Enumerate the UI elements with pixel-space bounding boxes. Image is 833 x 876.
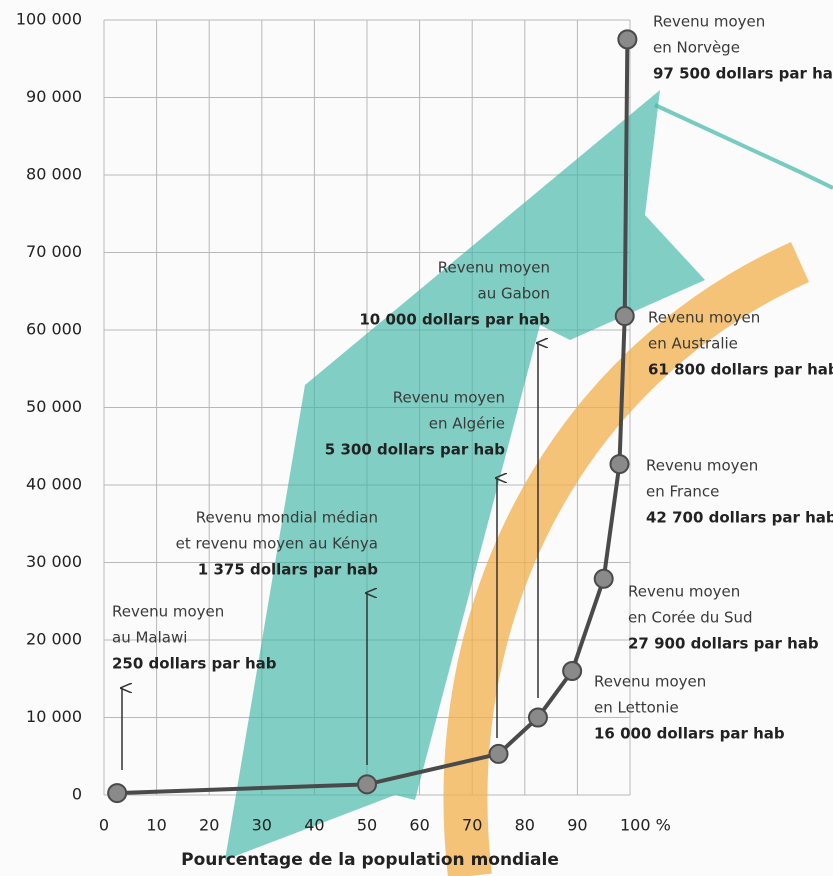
x-axis-title: Pourcentage de la population mondiale — [181, 850, 559, 870]
x-tick-label: 100 % — [620, 816, 671, 835]
annotation: en Algérie — [429, 415, 505, 433]
data-point — [618, 30, 636, 48]
y-tick-label: 60 000 — [26, 320, 82, 339]
annotation: Revenu moyen — [653, 13, 765, 31]
decoration — [225, 90, 833, 876]
chart: Pourcentage de la population mondiale 0 1… — [0, 0, 833, 876]
y-tick-label: 40 000 — [26, 475, 82, 494]
y-tick-label: 10 000 — [26, 707, 82, 726]
annotation: et revenu moyen au Kénya — [176, 535, 378, 553]
y-tick-label: 20 000 — [26, 630, 82, 649]
data-point — [563, 662, 581, 680]
teal-line — [655, 105, 833, 188]
y-tick-label: 30 000 — [26, 552, 82, 571]
annotation: en Corée du Sud — [628, 609, 753, 627]
annotation: Revenu moyen — [594, 673, 706, 691]
y-tick-label: 50 000 — [26, 397, 82, 416]
annotation: en Norvège — [653, 39, 740, 57]
annotation: 61 800 dollars par hab — [648, 361, 833, 379]
data-point — [610, 455, 628, 473]
data-point — [595, 570, 613, 588]
annotation: 1 375 dollars par hab — [198, 561, 378, 579]
x-tick-label: 60 — [409, 816, 429, 835]
data-point — [616, 307, 634, 325]
y-tick-label: 100 000 — [16, 10, 82, 29]
y-tick-label: 90 000 — [26, 87, 82, 106]
annotation: 42 700 dollars par hab — [646, 509, 833, 527]
x-tick-label: 70 — [462, 816, 482, 835]
x-tick-label: 20 — [199, 816, 219, 835]
annotation: en Lettonie — [594, 699, 679, 717]
x-tick-label: 10 — [146, 816, 166, 835]
data-point — [108, 784, 126, 802]
annotation: 250 dollars par hab — [112, 655, 277, 673]
annotation: Revenu moyen — [648, 309, 760, 327]
data-point — [490, 745, 508, 763]
y-tick-label: 80 000 — [26, 165, 82, 184]
annotation: Revenu mondial médian — [196, 509, 378, 527]
data-point — [358, 775, 376, 793]
x-tick-label: 0 — [99, 816, 109, 835]
annotation: Revenu moyen — [628, 583, 740, 601]
annotation: 27 900 dollars par hab — [628, 635, 819, 653]
y-tick-label: 70 000 — [26, 242, 82, 261]
annotation: Revenu moyen — [438, 259, 550, 277]
x-tick-label: 90 — [567, 816, 587, 835]
annotation: 97 500 dollars par hab — [653, 65, 833, 83]
y-tick-label: 0 — [72, 785, 82, 804]
annotation: Revenu moyen — [112, 603, 224, 621]
annotation: 10 000 dollars par hab — [359, 311, 550, 329]
annotation: Revenu moyen — [393, 389, 505, 407]
annotation: au Gabon — [478, 285, 551, 303]
x-tick-label: 40 — [304, 816, 324, 835]
annotation: 5 300 dollars par hab — [325, 441, 505, 459]
x-tick-label: 80 — [515, 816, 535, 835]
annotation: au Malawi — [112, 629, 187, 647]
x-tick-label: 30 — [252, 816, 272, 835]
data-point — [529, 709, 547, 727]
annotation: Revenu moyen — [646, 457, 758, 475]
annotation: en France — [646, 483, 719, 501]
annotation: 16 000 dollars par hab — [594, 725, 785, 743]
annotation: en Australie — [648, 335, 738, 353]
x-tick-label: 50 — [357, 816, 377, 835]
